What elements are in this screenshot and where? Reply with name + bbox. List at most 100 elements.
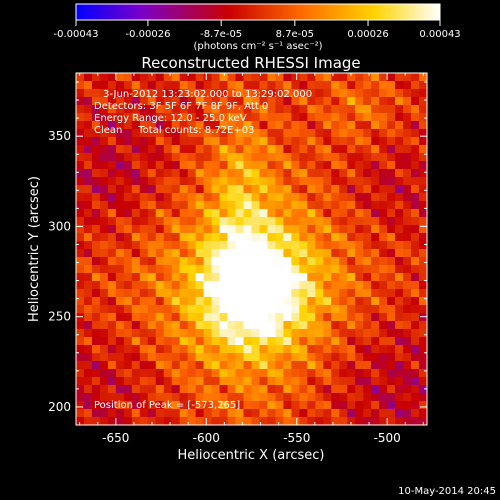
heatmap-cell (227, 249, 237, 258)
heatmap-cell (139, 129, 149, 138)
heatmap-cell (355, 249, 364, 258)
heatmap-cell (315, 137, 324, 146)
heatmap-cell (131, 129, 141, 138)
heatmap-cell (403, 145, 412, 154)
heatmap-cell (339, 401, 348, 410)
colorbar-tick-label: -0.00026 (125, 29, 170, 40)
heatmap-cell (123, 241, 133, 250)
heatmap-cell (371, 249, 380, 258)
heatmap-cell (291, 353, 300, 362)
heatmap-cell (403, 113, 412, 122)
heatmap-cell (91, 265, 101, 274)
heatmap-cell (243, 297, 253, 306)
heatmap-cell (403, 321, 412, 330)
heatmap-cell (419, 113, 427, 122)
heatmap-cell (307, 249, 316, 258)
heatmap-cell (131, 193, 141, 202)
heatmap-cell (179, 265, 189, 274)
heatmap-cell (91, 353, 101, 362)
heatmap-cell (323, 401, 332, 410)
heatmap-cell (411, 153, 420, 162)
colorbar-tick-label: 0.00026 (347, 29, 388, 40)
heatmap-cell (219, 89, 229, 98)
heatmap-cell (115, 169, 125, 178)
heatmap-cell (227, 417, 237, 425)
heatmap-cell (307, 217, 316, 226)
heatmap-cell (99, 369, 109, 378)
heatmap-cell (187, 369, 197, 378)
heatmap-cell (179, 105, 189, 114)
heatmap-cell (171, 185, 181, 194)
heatmap-cell (107, 289, 117, 298)
heatmap-cell (339, 89, 348, 98)
heatmap-cell (379, 321, 388, 330)
heatmap-cell (387, 289, 396, 298)
heatmap-cell (123, 145, 133, 154)
heatmap-cell (219, 249, 229, 258)
heatmap-cell (307, 185, 316, 194)
heatmap-cell (291, 185, 300, 194)
heatmap-cell (139, 281, 149, 290)
heatmap-cell (259, 233, 269, 242)
heatmap-cell (283, 345, 292, 354)
heatmap-cell (411, 321, 420, 330)
heatmap-cell (339, 353, 348, 362)
heatmap-cell (251, 105, 261, 114)
heatmap-cell (323, 217, 332, 226)
heatmap-cell (107, 385, 117, 394)
heatmap-cell (211, 89, 221, 98)
heatmap-cell (76, 313, 85, 322)
heatmap-cell (411, 409, 420, 418)
heatmap-cell (195, 105, 205, 114)
heatmap-cell (411, 393, 420, 402)
heatmap-cell (307, 361, 316, 370)
heatmap-cell (379, 241, 388, 250)
heatmap-cell (139, 177, 149, 186)
heatmap-cell (235, 385, 245, 394)
heatmap-cell (203, 105, 213, 114)
heatmap-cell (99, 129, 109, 138)
heatmap-cell (195, 249, 205, 258)
heatmap-cell (275, 257, 285, 266)
heatmap-cell (235, 233, 245, 242)
heatmap-cell (235, 273, 245, 282)
heatmap-cell (155, 345, 165, 354)
heatmap-cell (283, 313, 292, 322)
heatmap-cell (107, 305, 117, 314)
heatmap-cell (219, 281, 229, 290)
heatmap-cell (219, 361, 229, 370)
heatmap-cell (355, 321, 364, 330)
heatmap-cell (179, 201, 189, 210)
heatmap-cell (235, 217, 245, 226)
heatmap-cell (251, 137, 261, 146)
heatmap-cell (275, 337, 285, 346)
heatmap-cell (203, 89, 213, 98)
heatmap-cell (155, 209, 165, 218)
heatmap-cell (371, 273, 380, 282)
heatmap-cell (83, 369, 93, 378)
heatmap-cell (411, 113, 420, 122)
heatmap-cell (387, 153, 396, 162)
heatmap-cell (243, 337, 253, 346)
heatmap-cell (147, 337, 157, 346)
heatmap-cell (91, 217, 101, 226)
heatmap-cell (219, 137, 229, 146)
heatmap-cell (283, 129, 292, 138)
heatmap-cell (115, 313, 125, 322)
heatmap-cell (419, 225, 427, 234)
heatmap-cell (211, 337, 221, 346)
heatmap-cell (179, 113, 189, 122)
heatmap-cell (131, 177, 141, 186)
heatmap-cell (251, 289, 261, 298)
heatmap-cell (419, 81, 427, 90)
heatmap-cell (115, 305, 125, 314)
heatmap-cell (99, 233, 109, 242)
heatmap-cell (219, 241, 229, 250)
heatmap-cell (155, 361, 165, 370)
heatmap-cell (155, 417, 165, 425)
heatmap-cell (275, 297, 285, 306)
heatmap-cell (403, 385, 412, 394)
heatmap-cell (171, 393, 181, 402)
heatmap-cell (419, 169, 427, 178)
heatmap-cell (195, 289, 205, 298)
